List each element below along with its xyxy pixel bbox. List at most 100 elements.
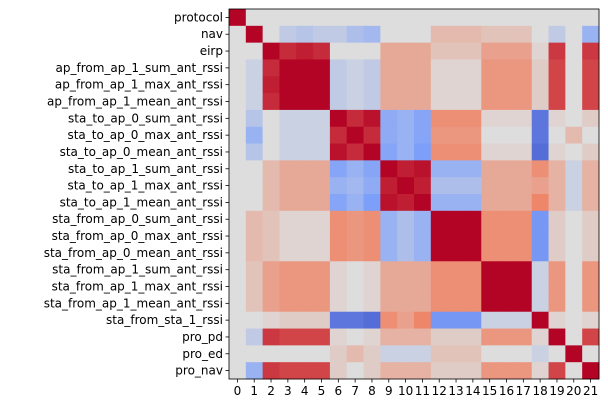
heatmap-cell [430, 194, 449, 212]
heatmap-cell [262, 42, 280, 60]
heatmap-cell [245, 59, 264, 77]
heatmap-cell [582, 362, 600, 380]
heatmap-cell [531, 9, 549, 27]
heatmap-cell [447, 210, 465, 229]
heatmap-cell [296, 278, 314, 296]
heatmap-cell [397, 42, 415, 60]
heatmap-cell [329, 25, 348, 44]
heatmap-cell [346, 345, 364, 363]
heatmap-cell [414, 42, 432, 60]
heatmap-cell [464, 25, 482, 44]
heatmap-cell [262, 362, 280, 380]
heatmap-cell [363, 261, 381, 279]
heatmap-cell [380, 143, 398, 161]
heatmap-cell [514, 261, 533, 279]
heatmap-cell [464, 42, 482, 60]
heatmap-cell [531, 194, 549, 212]
heatmap-cell [582, 345, 600, 363]
plot-frame [228, 8, 600, 380]
heatmap-cell [514, 59, 533, 77]
y-tick-label: sta_to_ap_0_sum_ant_rssi [68, 111, 223, 125]
heatmap-cell [229, 261, 247, 279]
heatmap-cell [279, 362, 297, 380]
heatmap-cell [565, 76, 583, 94]
heatmap-cell [430, 9, 449, 27]
heatmap-cell [548, 143, 566, 161]
heatmap-cell [245, 210, 264, 229]
heatmap-cell [279, 160, 297, 178]
heatmap-cell [464, 177, 482, 195]
heatmap-cell [397, 328, 415, 346]
heatmap-cell [582, 109, 600, 128]
heatmap-cell [464, 160, 482, 178]
x-tick-label: 3 [284, 384, 292, 398]
heatmap-cell [296, 311, 314, 329]
heatmap-cell [313, 160, 331, 178]
heatmap-cell [582, 93, 600, 111]
heatmap-cell [296, 25, 314, 44]
heatmap-cell [313, 109, 331, 128]
heatmap-cell [346, 311, 364, 329]
heatmap-cell [245, 143, 264, 161]
heatmap-cell [279, 328, 297, 346]
heatmap-cell [514, 160, 533, 178]
heatmap-cell [329, 328, 348, 346]
x-tick-label: 16 [499, 384, 514, 398]
heatmap-cell [329, 93, 348, 111]
heatmap-cell [245, 194, 264, 212]
heatmap-cell [346, 143, 364, 161]
heatmap-cell [363, 160, 381, 178]
heatmap-cell [582, 76, 600, 94]
heatmap-cell [565, 227, 583, 245]
heatmap-cell [279, 93, 297, 111]
x-tick-label: 14 [465, 384, 480, 398]
heatmap-cell [548, 177, 566, 195]
heatmap-cell [397, 25, 415, 44]
heatmap-cell [531, 311, 549, 329]
heatmap-cell [329, 9, 348, 27]
heatmap-cell [582, 126, 600, 144]
heatmap-cell [262, 345, 280, 363]
heatmap-cell [464, 210, 482, 229]
heatmap-cell [481, 311, 499, 329]
heatmap-cell [531, 261, 549, 279]
heatmap-cell [313, 126, 331, 144]
heatmap-cell [262, 177, 280, 195]
y-tick-label: sta_from_ap_1_max_ant_rssi [52, 280, 223, 294]
heatmap-cell [514, 294, 533, 313]
heatmap-cell [397, 261, 415, 279]
heatmap-cell [582, 25, 600, 44]
x-tick-label: 6 [334, 384, 342, 398]
heatmap-cell [229, 311, 247, 329]
heatmap-cell [296, 261, 314, 279]
heatmap-cell [397, 177, 415, 195]
heatmap-cell [296, 76, 314, 94]
heatmap-cell [313, 194, 331, 212]
heatmap-cell [447, 362, 465, 380]
heatmap-cell [296, 126, 314, 144]
heatmap-cell [430, 227, 449, 245]
heatmap-cell [531, 59, 549, 77]
x-tick-label: 0 [234, 384, 242, 398]
heatmap-cell [262, 93, 280, 111]
heatmap-cell [279, 345, 297, 363]
heatmap-cell [414, 59, 432, 77]
heatmap-cell [548, 160, 566, 178]
heatmap-cell [245, 244, 264, 262]
heatmap-cell [329, 194, 348, 212]
heatmap-cell [363, 362, 381, 380]
heatmap-cell [229, 227, 247, 245]
heatmap-cell [447, 126, 465, 144]
heatmap-cell [346, 328, 364, 346]
y-tick-label: ap_from_ap_1_sum_ant_rssi [56, 61, 223, 75]
y-tick-label: eirp [200, 44, 223, 58]
heatmap-cell [229, 143, 247, 161]
heatmap-cell [548, 194, 566, 212]
heatmap-cell [262, 143, 280, 161]
heatmap-cell [363, 109, 381, 128]
heatmap-cell [464, 345, 482, 363]
heatmap-cell [363, 143, 381, 161]
heatmap-cell [531, 177, 549, 195]
heatmap-cell [363, 244, 381, 262]
